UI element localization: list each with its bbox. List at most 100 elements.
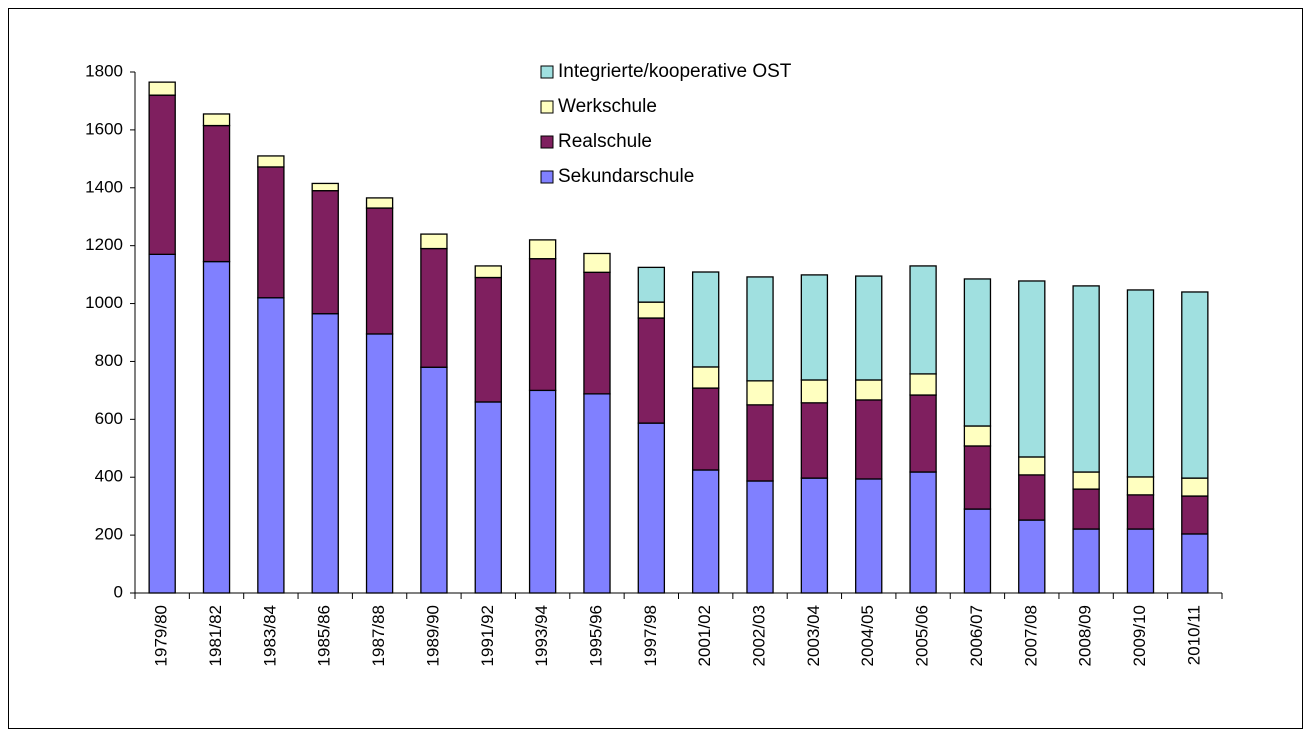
bar-segment <box>311 190 339 315</box>
bar-segment <box>474 401 502 594</box>
x-tick-label: 2002/03 <box>750 605 769 666</box>
legend-swatch <box>540 100 554 114</box>
bar-segment <box>311 313 339 594</box>
legend-label: Realschule <box>558 131 652 152</box>
bar-segment <box>1072 285 1100 473</box>
bar-segment <box>1018 519 1046 594</box>
x-tick-label: 1987/88 <box>369 605 388 666</box>
y-tick-label: 1200 <box>85 235 123 254</box>
bar-segment <box>528 389 557 594</box>
chart-frame <box>8 8 1303 729</box>
bar-segment <box>202 124 231 263</box>
bar-segment <box>583 252 611 273</box>
bar-segment <box>420 233 448 250</box>
x-tick-label: 1981/82 <box>206 605 225 666</box>
bar-segment <box>909 373 937 396</box>
bar-segment <box>583 271 611 395</box>
bar-segment <box>855 478 883 594</box>
bar-segment <box>257 155 285 168</box>
bar-segment <box>148 81 176 96</box>
bar-segment <box>963 508 992 594</box>
bar-segment <box>855 399 883 480</box>
bar-segment <box>746 276 774 382</box>
x-tick-label: 1989/90 <box>423 605 442 666</box>
bar-segment <box>1072 488 1100 530</box>
bar-segment <box>800 477 829 594</box>
bar-segment <box>963 278 992 427</box>
x-tick-label: 2005/06 <box>913 605 932 666</box>
legend-swatch <box>540 135 554 149</box>
bar-segment <box>637 301 666 319</box>
bar-segment <box>1018 456 1046 476</box>
bar-segment <box>909 265 937 375</box>
bar-segment <box>637 266 666 303</box>
bar-segment <box>1126 476 1155 496</box>
legend-label: Integrierte/kooperative OST <box>558 61 792 82</box>
bar-segment <box>474 265 502 279</box>
x-tick-label: 1985/86 <box>315 605 334 666</box>
x-tick-label: 1993/94 <box>532 605 551 666</box>
bar-segment <box>691 366 720 389</box>
bar-segment <box>800 379 829 404</box>
x-tick-label: 1995/96 <box>586 605 605 666</box>
y-tick-label: 200 <box>95 525 123 544</box>
bar-segment <box>746 480 774 594</box>
bar-segment <box>257 297 285 594</box>
y-tick-label: 600 <box>95 409 123 428</box>
y-tick-label: 0 <box>114 582 123 601</box>
legend-swatch <box>540 65 554 79</box>
bar-segment <box>963 425 992 447</box>
bar-segment <box>909 471 937 594</box>
x-tick-label: 1983/84 <box>260 605 279 666</box>
legend-label: Sekundarschule <box>558 166 694 187</box>
bar-segment <box>746 404 774 482</box>
x-tick-label: 2004/05 <box>858 605 877 666</box>
bar-segment <box>202 113 231 127</box>
y-tick-label: 1600 <box>85 119 123 138</box>
bar-segment <box>855 379 883 401</box>
x-tick-label: 1997/98 <box>641 605 660 666</box>
bar-segment <box>474 276 502 403</box>
bar-segment <box>1018 474 1046 521</box>
bar-segment <box>1126 528 1155 594</box>
bar-segment <box>691 387 720 471</box>
bar-segment <box>1018 280 1046 458</box>
bar-segment <box>1181 291 1209 479</box>
bar-segment <box>1181 477 1209 497</box>
x-tick-label: 2006/07 <box>967 605 986 666</box>
y-tick-label: 400 <box>95 467 123 486</box>
bar-segment <box>1126 289 1155 478</box>
x-tick-label: 2003/04 <box>804 605 823 666</box>
bar-segment <box>528 258 557 392</box>
x-tick-label: 2010/11 <box>1184 605 1203 665</box>
bar-segment <box>257 166 285 299</box>
bar-segment <box>691 469 720 594</box>
bar-segment <box>637 422 666 594</box>
bar-segment <box>528 239 557 260</box>
bar-segment <box>365 333 394 594</box>
x-tick-label: 2009/10 <box>1130 605 1149 666</box>
y-tick-label: 1400 <box>85 177 123 196</box>
bar-segment <box>1072 528 1100 594</box>
y-tick-label: 1800 <box>85 61 123 80</box>
x-tick-label: 1979/80 <box>152 605 171 666</box>
bar-segment <box>691 271 720 368</box>
bar-segment <box>855 275 883 381</box>
bar-segment <box>420 247 448 368</box>
bar-segment <box>148 94 176 255</box>
bar-segment <box>202 260 231 594</box>
bar-segment <box>420 366 448 594</box>
bar-segment <box>583 393 611 594</box>
y-tick-label: 1000 <box>85 293 123 312</box>
x-tick-label: 2007/08 <box>1021 605 1040 666</box>
legend-label: Werkschule <box>558 96 657 117</box>
bar-segment <box>1181 495 1209 535</box>
bar-segment <box>1181 533 1209 594</box>
x-tick-label: 1991/92 <box>478 605 497 666</box>
bar-segment <box>148 253 176 594</box>
bar-segment <box>800 402 829 479</box>
bar-segment <box>365 197 394 209</box>
bar-segment <box>1126 494 1155 530</box>
bar-segment <box>365 207 394 335</box>
